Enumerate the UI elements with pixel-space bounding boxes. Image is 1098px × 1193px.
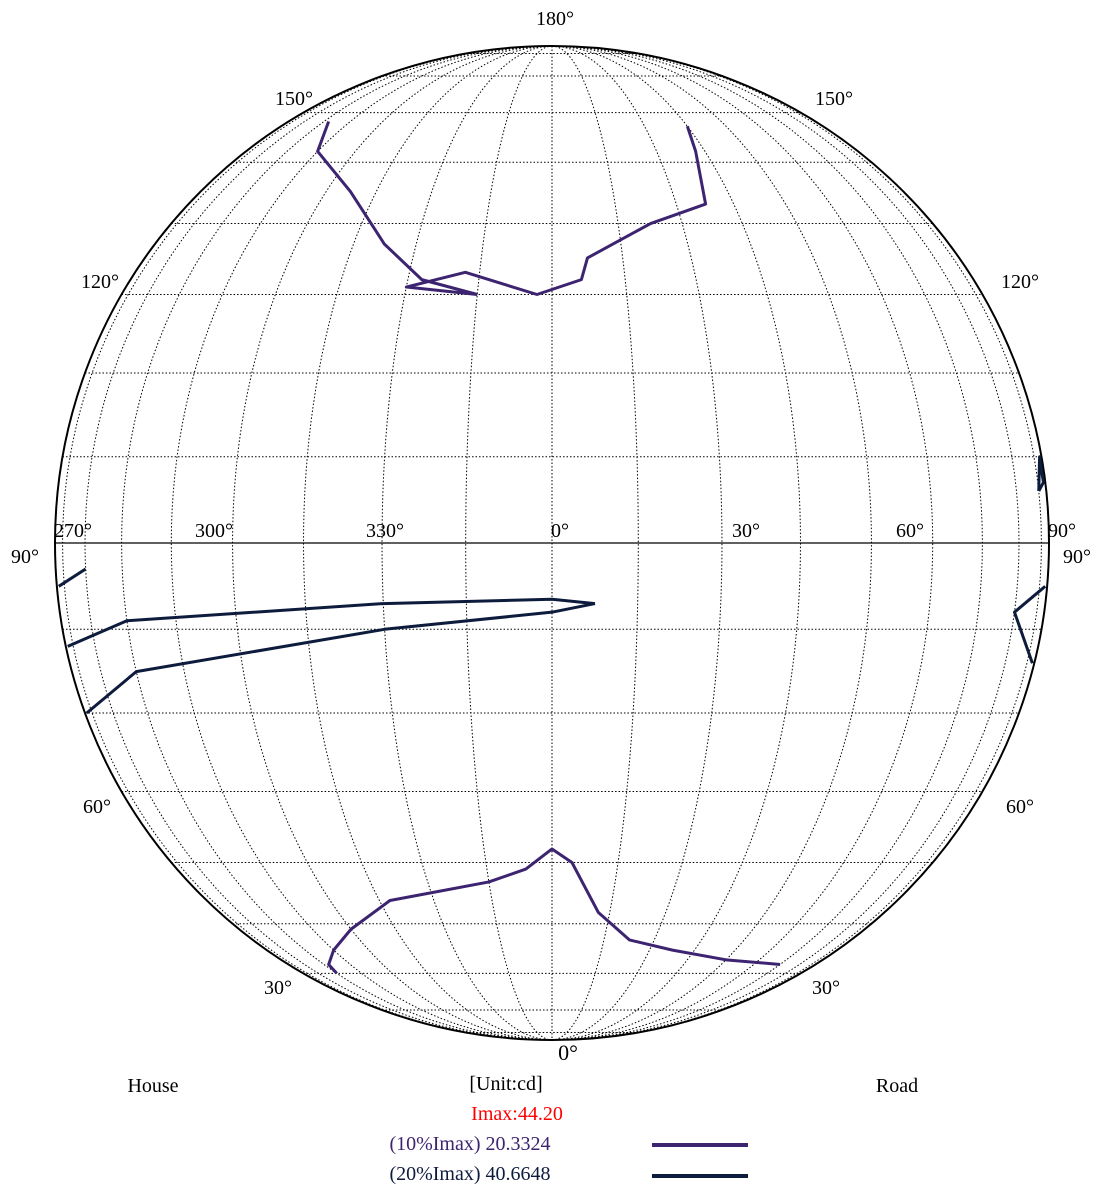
c-label-150-right: 150°	[815, 88, 853, 110]
gamma-gridline	[381, 45, 553, 1041]
imax-label: Imax:44.20	[471, 1103, 563, 1125]
legend-entry-10pct: (10%Imax) 20.3324	[389, 1133, 550, 1155]
gamma-label-330: 330°	[366, 520, 404, 542]
house-label: House	[127, 1075, 178, 1097]
diagram-boundary-circle	[54, 45, 1050, 1041]
c-label-0: 0°	[558, 1040, 578, 1065]
isocandela-curve-10pct	[327, 847, 781, 975]
c-label-90-right: 90°	[1063, 546, 1091, 568]
c-label-150-left: 150°	[275, 88, 313, 110]
road-label: Road	[876, 1075, 918, 1097]
gamma-label-0: 0°	[551, 520, 569, 542]
gamma-label-60: 60°	[896, 520, 924, 542]
gamma-label-300: 300°	[195, 520, 233, 542]
gamma-gridline	[302, 45, 553, 1041]
c-label-60-right: 60°	[1006, 796, 1034, 818]
gamma-label-90: 90°	[1048, 520, 1076, 542]
isocandela-curve-20pct	[57, 567, 87, 588]
isocandela-curve-20pct	[67, 597, 596, 648]
isocandela-curve-10pct	[404, 125, 708, 296]
c-label-90-left: 90°	[11, 546, 39, 568]
unit-label: [Unit:cd]	[469, 1073, 542, 1095]
isocandela-curves	[57, 120, 1047, 975]
isocandela-curve-20pct	[1012, 585, 1047, 664]
c-label-180: 180°	[536, 8, 574, 30]
isocandela-curve-20pct	[1037, 455, 1045, 492]
isocandela-curve-20pct	[85, 602, 596, 715]
c-label-60-left: 60°	[83, 796, 111, 818]
c-label-30-left: 30°	[264, 977, 292, 999]
gamma-gridline	[551, 45, 802, 1041]
c-label-30-right: 30°	[812, 977, 840, 999]
c-label-120-left: 120°	[81, 271, 119, 293]
c-label-120-right: 120°	[1001, 271, 1039, 293]
isocandela-curve-10pct	[316, 120, 478, 296]
legend-entry-20pct: (20%Imax) 40.6648	[389, 1163, 550, 1185]
gamma-label-270: 270°	[54, 520, 92, 542]
gamma-label-30: 30°	[732, 520, 760, 542]
